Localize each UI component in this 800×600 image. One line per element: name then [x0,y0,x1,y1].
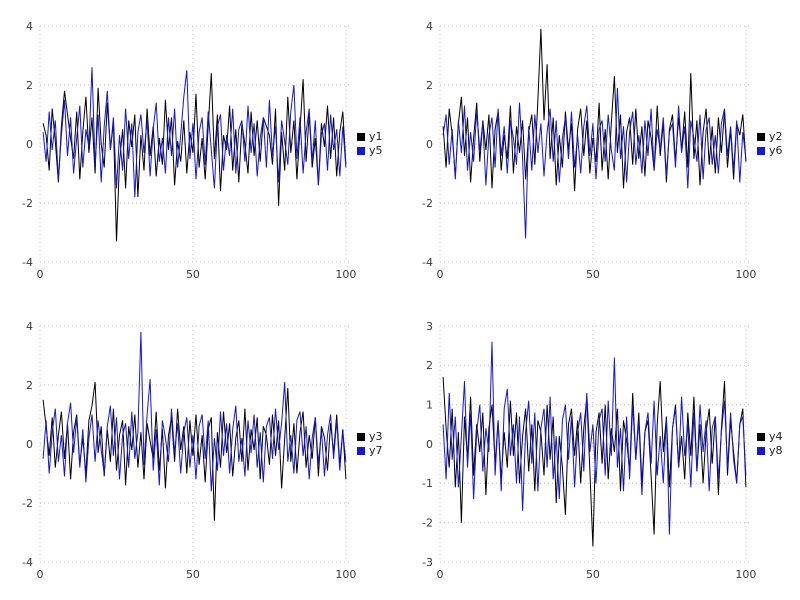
svg-text:-2: -2 [22,197,33,210]
svg-text:100: 100 [735,268,756,281]
svg-text:2: 2 [26,379,33,392]
legend-item: y6 [757,145,783,156]
svg-text:-3: -3 [422,556,433,569]
legend-item: y2 [757,131,783,142]
legend-swatch-icon [757,146,765,155]
svg-text:2: 2 [426,79,433,92]
legend-swatch-icon [357,146,365,155]
svg-text:-4: -4 [422,256,433,269]
legend-swatch-icon [357,132,365,141]
line-chart-y4-y8: -3 -2 -1 0 1 2 3 0 50 100 [422,320,756,581]
svg-text:50: 50 [186,568,200,581]
svg-text:0: 0 [437,568,444,581]
svg-text:100: 100 [735,568,756,581]
svg-text:4: 4 [26,320,33,333]
svg-text:-2: -2 [422,197,433,210]
chart-panel-y3-y7: -4 -2 0 2 4 0 50 100 y3 y7 [0,300,400,600]
legend-label: y5 [369,144,383,157]
legend-label: y3 [369,430,383,443]
svg-text:0: 0 [26,138,33,151]
svg-text:0: 0 [37,568,44,581]
line-chart-y3-y7: -4 -2 0 2 4 0 50 100 [22,320,356,581]
svg-text:-1: -1 [422,477,433,490]
svg-text:4: 4 [426,20,433,33]
chart-legend: y3 y7 [357,431,383,456]
legend-label: y1 [369,130,383,143]
svg-text:0: 0 [426,438,433,451]
chart-legend: y4 y8 [757,431,783,456]
svg-text:0: 0 [37,268,44,281]
legend-item: y1 [357,131,383,142]
line-chart-y1-y5: -4 -2 0 2 4 0 50 100 [22,20,356,281]
legend-label: y8 [769,444,783,457]
chart-panel-y2-y6: -4 -2 0 2 4 0 50 100 y2 y6 [400,0,800,300]
chart-panel-y4-y8: -3 -2 -1 0 1 2 3 0 50 100 y4 y8 [400,300,800,600]
svg-text:0: 0 [426,138,433,151]
svg-text:100: 100 [335,268,356,281]
chart-panel-y1-y5: -4 -2 0 2 4 0 50 100 y1 y5 [0,0,400,300]
legend-swatch-icon [757,432,765,441]
svg-text:-2: -2 [22,497,33,510]
svg-text:100: 100 [335,568,356,581]
svg-text:4: 4 [26,20,33,33]
svg-text:50: 50 [586,568,600,581]
legend-swatch-icon [357,446,365,455]
legend-swatch-icon [357,432,365,441]
chart-legend: y2 y6 [757,131,783,156]
chart-legend: y1 y5 [357,131,383,156]
line-chart-y2-y6: -4 -2 0 2 4 0 50 100 [422,20,756,281]
svg-text:2: 2 [26,79,33,92]
legend-item: y5 [357,145,383,156]
legend-item: y7 [357,445,383,456]
legend-swatch-icon [757,446,765,455]
svg-text:0: 0 [437,268,444,281]
svg-text:-4: -4 [22,256,33,269]
legend-item: y3 [357,431,383,442]
svg-text:2: 2 [426,359,433,372]
svg-text:1: 1 [426,399,433,412]
legend-label: y4 [769,430,783,443]
legend-item: y4 [757,431,783,442]
svg-text:-2: -2 [422,517,433,530]
svg-text:-4: -4 [22,556,33,569]
legend-item: y8 [757,445,783,456]
legend-label: y2 [769,130,783,143]
svg-text:50: 50 [586,268,600,281]
svg-text:50: 50 [186,268,200,281]
legend-swatch-icon [757,132,765,141]
legend-label: y6 [769,144,783,157]
svg-text:0: 0 [26,438,33,451]
legend-label: y7 [369,444,383,457]
svg-text:3: 3 [426,320,433,333]
